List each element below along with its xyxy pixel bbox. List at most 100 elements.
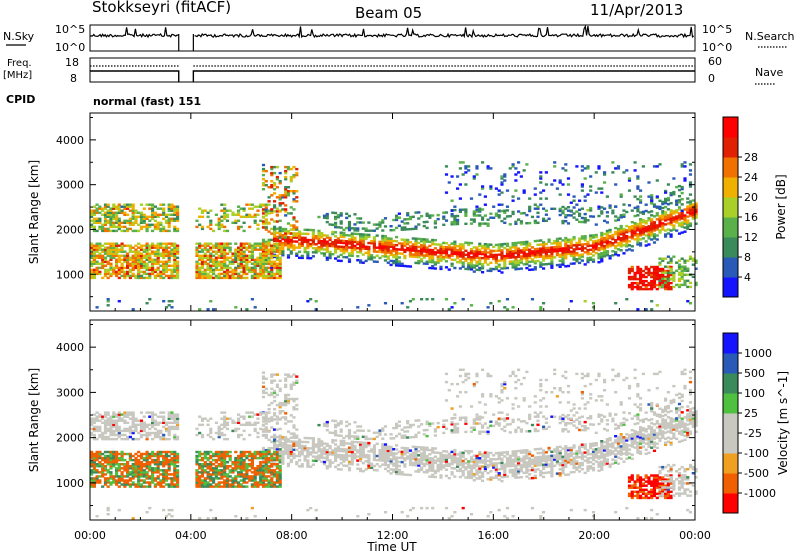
- velocity-cell: [259, 479, 263, 482]
- velocity-cell: [220, 465, 224, 468]
- velocity-cell: [156, 475, 160, 478]
- power-cell: [126, 213, 130, 217]
- power-cell: [278, 274, 282, 278]
- power-cell: [300, 236, 304, 240]
- power-cell: [591, 215, 596, 218]
- power-cell: [425, 212, 429, 216]
- power-cell: [381, 240, 385, 244]
- power-cell: [90, 223, 94, 227]
- velocity-cell: [92, 435, 96, 439]
- power-cell: [273, 227, 277, 230]
- power-cell: [164, 266, 169, 270]
- colorbar-tick-label: 4: [744, 271, 751, 284]
- power-cell: [566, 264, 571, 268]
- velocity-cell: [245, 469, 249, 472]
- velocity-cell: [237, 463, 241, 466]
- velocity-cell: [223, 450, 227, 454]
- power-cell: [417, 261, 421, 265]
- power-cell: [209, 276, 213, 280]
- power-cell: [109, 268, 113, 272]
- power-cell: [278, 268, 282, 272]
- power-cell: [661, 277, 665, 281]
- power-cell: [90, 276, 94, 280]
- power-cell: [250, 266, 254, 270]
- noise-strip: N.Sky 10^5 10^0 10^5 10^0 N.Search: [3, 23, 795, 54]
- power-cell: [641, 287, 645, 291]
- velocity-cell: [112, 454, 116, 458]
- power-cell: [664, 213, 668, 216]
- power-cell: [561, 167, 565, 170]
- power-cell: [95, 209, 99, 212]
- power-cell: [142, 213, 146, 217]
- power-cell: [275, 242, 279, 245]
- velocity-cell: [112, 429, 116, 433]
- velocity-cell: [242, 450, 246, 454]
- velocity-cell: [242, 437, 246, 441]
- power-cell: [458, 243, 462, 246]
- power-cell: [627, 177, 632, 180]
- power-cell: [458, 167, 462, 170]
- power-cell: [234, 260, 238, 264]
- velocity-cell: [253, 473, 257, 476]
- power-cell: [611, 161, 615, 164]
- power-cell: [259, 246, 263, 249]
- power-cell: [650, 265, 654, 269]
- power-cell: [131, 203, 135, 206]
- velocity-cell: [145, 431, 149, 435]
- velocity-cell: [90, 419, 94, 422]
- power-cell: [389, 237, 393, 240]
- velocity-cell: [109, 465, 113, 468]
- power-cell: [167, 274, 171, 278]
- power-cell: [400, 264, 404, 268]
- power-cell: [450, 213, 454, 216]
- power-cell: [544, 171, 548, 174]
- power-cell: [619, 195, 623, 198]
- power-cell: [469, 256, 474, 259]
- velocity-cell: [101, 485, 105, 488]
- power-cell: [284, 229, 288, 233]
- power-cell: [575, 218, 579, 221]
- velocity-cell: [153, 413, 157, 416]
- power-cell: [450, 252, 454, 255]
- power-cell: [234, 250, 238, 253]
- power-cell: [533, 262, 537, 265]
- power-cell: [281, 229, 285, 233]
- power-cell: [206, 242, 210, 245]
- velocity-cell: [195, 458, 199, 462]
- power-cell: [90, 268, 94, 272]
- power-cell: [306, 238, 310, 242]
- velocity-cell: [95, 465, 99, 468]
- power-cell: [151, 262, 155, 266]
- velocity-cell: [92, 469, 96, 472]
- power-cell: [503, 217, 507, 220]
- power-cell: [278, 264, 282, 268]
- power-cell: [569, 240, 573, 243]
- power-cell: [591, 258, 596, 261]
- power-cell: [519, 257, 523, 260]
- velocity-cell: [156, 433, 160, 437]
- velocity-cell: [164, 477, 169, 480]
- power-cell: [245, 260, 249, 264]
- power-cell: [458, 249, 462, 252]
- power-cell: [589, 236, 593, 239]
- power-cell: [652, 271, 657, 275]
- velocity-cell: [131, 413, 135, 416]
- power-cell: [381, 255, 385, 258]
- power-cell: [264, 169, 268, 173]
- noise-tick-left-bottom: 10^0: [55, 41, 85, 54]
- power-cell: [275, 258, 279, 262]
- power-cell: [481, 185, 485, 188]
- power-cell: [411, 227, 415, 231]
- power-cell: [517, 247, 521, 250]
- power-cell: [497, 216, 501, 219]
- power-cell: [159, 276, 163, 280]
- power-cell: [672, 226, 676, 229]
- power-cell: [661, 202, 665, 206]
- power-cell: [616, 242, 621, 245]
- velocity-cell: [123, 452, 127, 456]
- power-cell: [586, 252, 590, 256]
- velocity-cell: [250, 411, 254, 414]
- power-cell: [153, 227, 157, 231]
- power-cell: [666, 283, 670, 287]
- velocity-cell: [128, 483, 132, 486]
